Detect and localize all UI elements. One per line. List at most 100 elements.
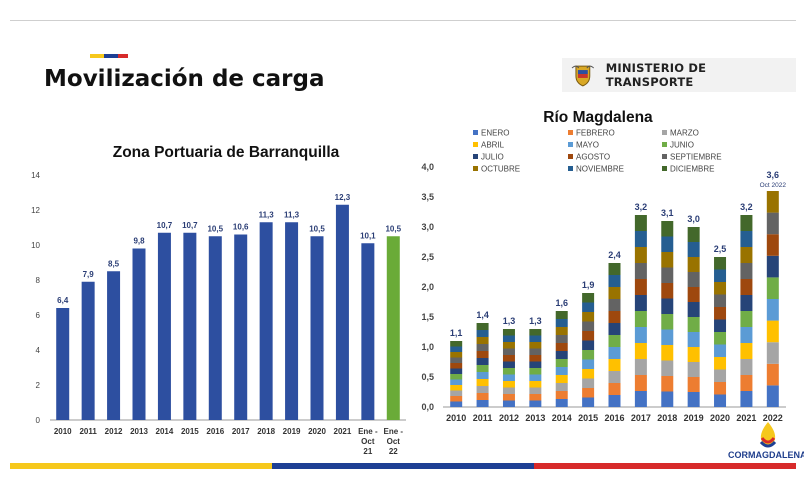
total-label: 3,0	[687, 214, 700, 224]
stacked-segment	[661, 329, 674, 345]
legend-swatch	[568, 130, 573, 135]
x-tick-label: 2022	[763, 413, 783, 423]
y-tick-label: 1,0	[421, 342, 434, 352]
stacked-segment	[450, 401, 463, 407]
chart-title: Zona Portuaria de Barranquilla	[113, 144, 340, 161]
x-tick-label: 2012	[499, 413, 519, 423]
title-accent	[90, 54, 128, 58]
stacked-segment	[582, 312, 595, 322]
y-tick-label: 0	[36, 416, 41, 425]
legend-label: AGOSTO	[576, 153, 610, 162]
stacked-segment	[634, 231, 647, 247]
stacked-segment	[476, 379, 489, 386]
stacked-segment	[502, 335, 515, 342]
stacked-segment	[450, 374, 463, 380]
stacked-segment	[529, 335, 542, 342]
y-tick-label: 10	[31, 241, 40, 250]
stacked-segment	[555, 343, 568, 351]
stacked-segment	[714, 282, 727, 295]
legend-label: JULIO	[481, 153, 504, 162]
stacked-segment	[714, 382, 727, 395]
x-tick-label: 2011	[473, 413, 493, 423]
stacked-segment	[529, 400, 542, 407]
stacked-segment	[529, 348, 542, 355]
stacked-segment	[634, 247, 647, 263]
stacked-segment	[714, 394, 727, 407]
stacked-segment	[740, 327, 753, 343]
stacked-segment	[555, 351, 568, 359]
stacked-segment	[634, 279, 647, 295]
stacked-segment	[582, 350, 595, 360]
stacked-segment	[555, 375, 568, 383]
x-tick-label: 2021	[736, 413, 756, 423]
x-tick-label: Oct	[361, 437, 375, 446]
x-tick-label: 2010	[54, 427, 72, 436]
legend-swatch	[568, 166, 573, 171]
bar	[234, 234, 248, 420]
x-tick-label: 2018	[257, 427, 275, 436]
x-tick-label: 2013	[130, 427, 148, 436]
total-label: 1,3	[503, 316, 516, 326]
data-label: 12,3	[335, 193, 351, 202]
bar	[208, 236, 222, 420]
stacked-segment	[476, 323, 489, 330]
stacked-segment	[766, 212, 779, 235]
legend-label: ABRIL	[481, 141, 505, 150]
x-tick-label: 21	[363, 447, 372, 456]
stacked-segment	[661, 236, 674, 252]
stacked-segment	[476, 358, 489, 365]
stacked-segment	[740, 375, 753, 391]
stacked-segment	[502, 387, 515, 394]
bar	[259, 222, 273, 420]
data-label: 10,7	[182, 221, 198, 230]
stacked-segment	[634, 263, 647, 279]
bar	[386, 236, 400, 420]
stacked-segment	[661, 283, 674, 299]
cormagdalena-text: CORMAGDALENA	[728, 450, 804, 460]
legend-swatch	[662, 154, 667, 159]
stacked-segment	[582, 321, 595, 331]
stacked-segment	[502, 342, 515, 349]
legend-label: OCTUBRE	[481, 165, 520, 174]
stacked-segment	[714, 319, 727, 332]
stacked-segment	[555, 367, 568, 375]
x-tick-label: Ene -	[358, 427, 378, 436]
x-tick-label: 2015	[181, 427, 199, 436]
stacked-segment	[502, 374, 515, 381]
y-tick-label: 0,5	[421, 372, 434, 382]
stacked-segment	[766, 299, 779, 321]
total-label: 3,1	[661, 208, 674, 218]
legend-label: SEPTIEMBRE	[670, 153, 722, 162]
bar	[361, 243, 375, 420]
stacked-segment	[661, 267, 674, 283]
legend-swatch	[662, 166, 667, 171]
bar	[183, 232, 197, 420]
stacked-segment	[608, 311, 621, 323]
stacked-segment	[740, 343, 753, 359]
stacked-segment	[476, 365, 489, 372]
stacked-segment	[687, 362, 700, 377]
stacked-segment	[476, 337, 489, 344]
data-label: 9,8	[133, 237, 145, 246]
stacked-segment	[582, 388, 595, 398]
stacked-segment	[529, 355, 542, 362]
x-tick-label: Ene -	[384, 427, 404, 436]
stacked-segment	[476, 372, 489, 379]
stacked-segment	[502, 348, 515, 355]
stacked-segment	[661, 221, 674, 237]
stacked-segment	[555, 311, 568, 319]
y-tick-label: 6	[36, 311, 41, 320]
stacked-segment	[661, 391, 674, 407]
stacked-segment	[634, 391, 647, 407]
stacked-segment	[529, 381, 542, 388]
stacked-segment	[555, 319, 568, 327]
stacked-segment	[608, 287, 621, 299]
legend-label: FEBRERO	[576, 129, 615, 138]
y-tick-label: 3,5	[421, 192, 434, 202]
stacked-segment	[450, 346, 463, 352]
total-label: 1,6	[555, 298, 568, 308]
stacked-segment	[687, 347, 700, 362]
x-tick-label: 2016	[604, 413, 624, 423]
stacked-segment	[502, 355, 515, 362]
